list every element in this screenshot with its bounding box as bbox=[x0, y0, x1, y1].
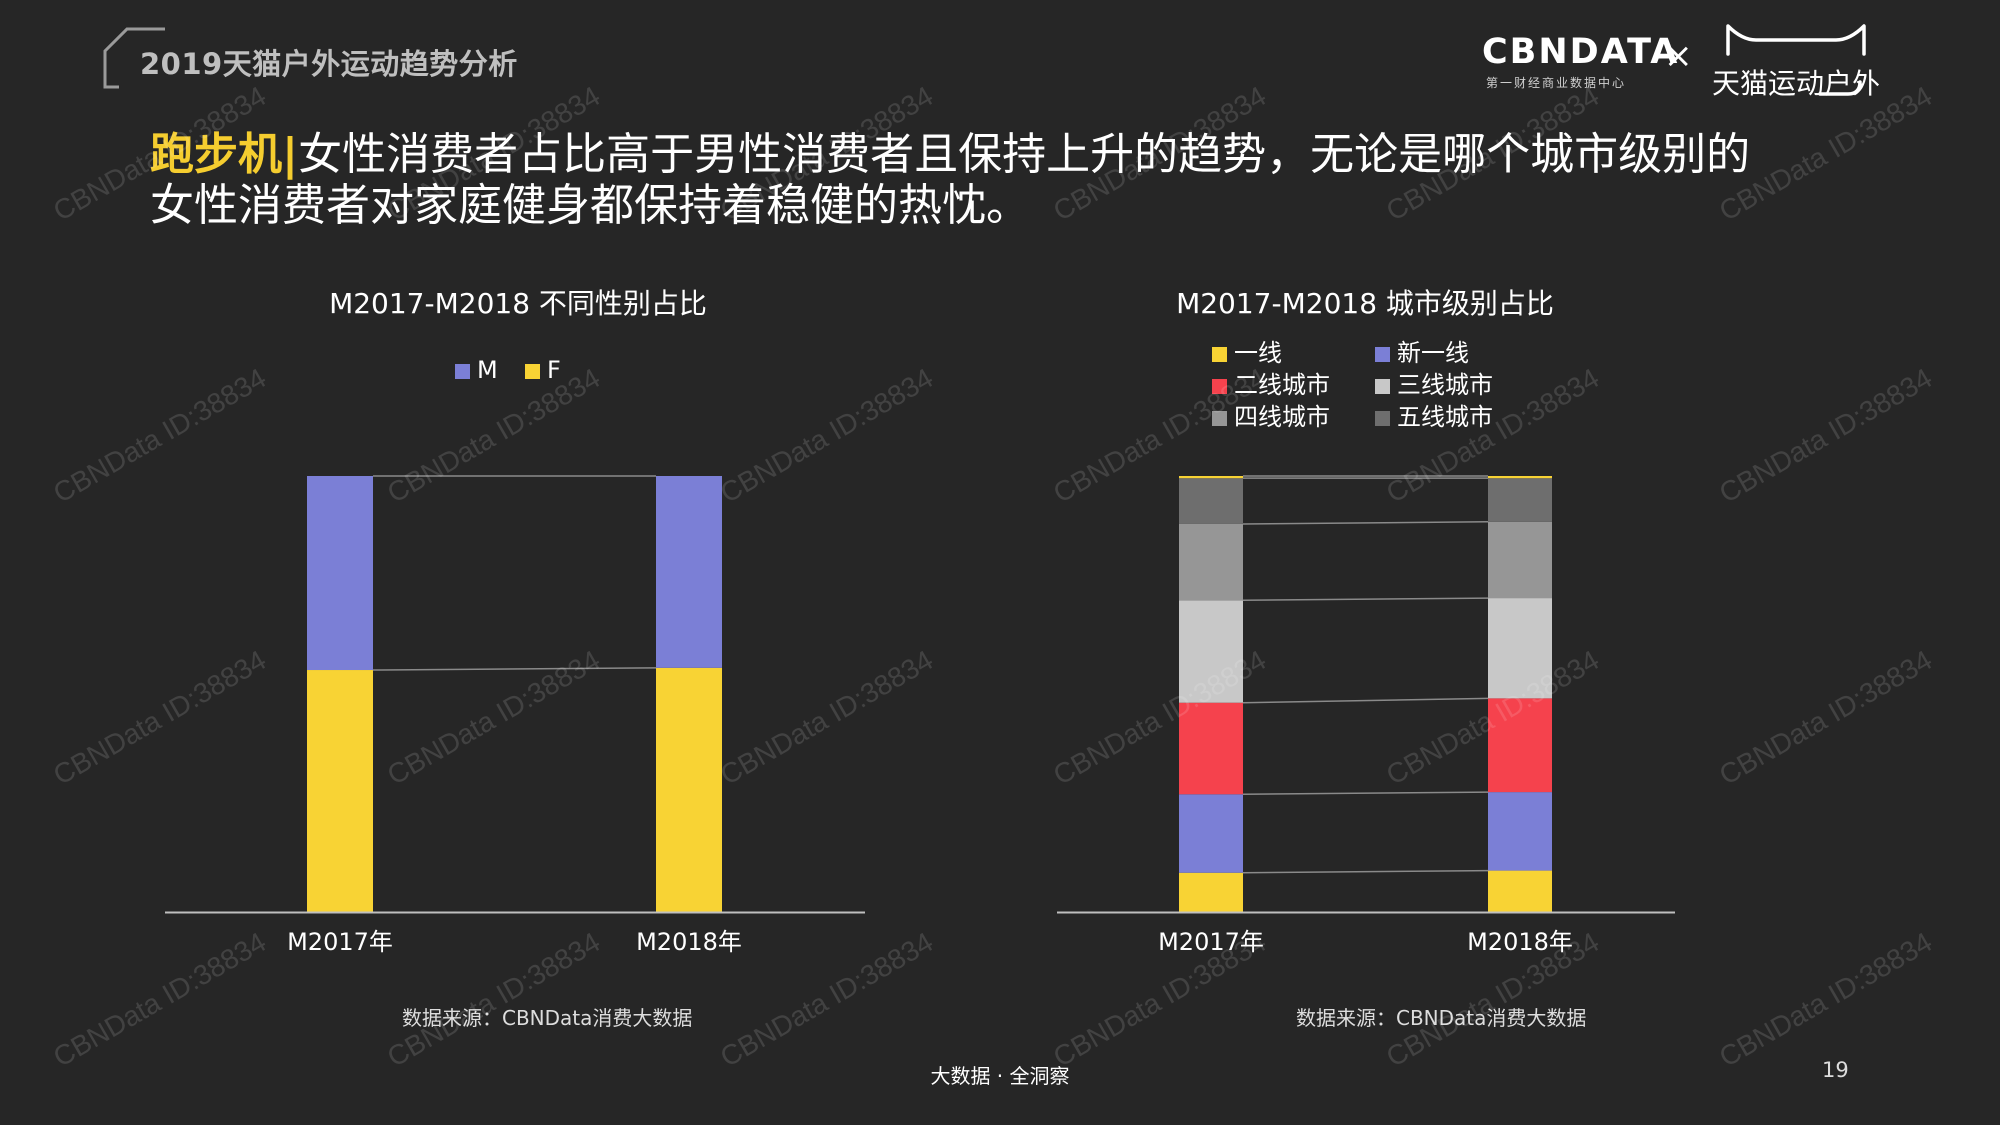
legend-item: 三线城市 bbox=[1375, 370, 1493, 400]
legend-item: 新一线 bbox=[1375, 338, 1469, 368]
bar-segment bbox=[1488, 698, 1552, 793]
tmall-logo-text: 天猫运动户外 bbox=[1712, 67, 1881, 100]
gender-chart-source: 数据来源：CBNData消费大数据 bbox=[402, 1006, 693, 1030]
bar-segment bbox=[1179, 478, 1243, 524]
cbndata-logo: CBNDATA 第一财经商业数据中心 bbox=[1482, 32, 1680, 91]
bar-segment bbox=[1179, 523, 1243, 601]
bar-segment bbox=[1488, 870, 1552, 912]
bar-segment bbox=[1488, 476, 1552, 479]
legend-label: M bbox=[477, 356, 498, 384]
legend-swatch bbox=[1375, 379, 1390, 394]
bar-segment bbox=[307, 670, 373, 912]
bar-segment bbox=[1488, 792, 1552, 871]
chart-0-plot: M2017年 M2018年 bbox=[165, 475, 865, 956]
headline-keyword: 跑步机 bbox=[150, 129, 282, 180]
legend-label: 三线城市 bbox=[1397, 371, 1493, 399]
legend-label: F bbox=[547, 356, 561, 384]
legend-item: F bbox=[525, 355, 561, 385]
connector-line bbox=[1242, 791, 1489, 796]
tmall-logo: 天猫运动户外 bbox=[1708, 18, 1884, 100]
legend-label: 四线城市 bbox=[1234, 403, 1330, 431]
city-tier-chart-source: 数据来源：CBNData消费大数据 bbox=[1296, 1006, 1587, 1030]
bar-segment bbox=[1488, 521, 1552, 599]
legend-swatch bbox=[1212, 411, 1227, 426]
connector-line bbox=[1242, 869, 1489, 874]
gender-chart-title: M2017-M2018 不同性别占比 bbox=[329, 287, 707, 320]
tmall-cat-outline-icon bbox=[1726, 24, 1866, 96]
bar-segment bbox=[1179, 872, 1243, 912]
legend-swatch bbox=[455, 364, 470, 379]
bar-segment bbox=[1488, 478, 1552, 522]
legend-label: 五线城市 bbox=[1397, 403, 1493, 431]
title-bracket-icon bbox=[103, 27, 165, 89]
bar-segment bbox=[307, 476, 373, 671]
bar-segment bbox=[1179, 600, 1243, 703]
cbndata-tagline: 第一财经商业数据中心 bbox=[1486, 76, 1627, 90]
bar-segment bbox=[1179, 702, 1243, 795]
legend-swatch bbox=[1375, 347, 1390, 362]
bar-segment bbox=[1179, 794, 1243, 873]
category-tick-label: M2017年 bbox=[287, 928, 393, 956]
legend-item: 二线城市 bbox=[1212, 370, 1330, 400]
legend-label: 新一线 bbox=[1397, 339, 1469, 367]
connector-line bbox=[1242, 697, 1489, 704]
logo-separator: × bbox=[1664, 36, 1693, 76]
cbndata-wordmark: CBNDATA bbox=[1482, 32, 1680, 72]
legend-label: 二线城市 bbox=[1234, 371, 1330, 399]
bar-segment bbox=[656, 667, 722, 912]
legend-item: 四线城市 bbox=[1212, 402, 1330, 432]
legend-item: 一线 bbox=[1212, 338, 1282, 368]
page-number: 19 bbox=[1822, 1058, 1849, 1082]
bar-segment bbox=[656, 476, 722, 668]
legend-swatch bbox=[1375, 411, 1390, 426]
city-tier-chart-title: M2017-M2018 城市级别占比 bbox=[1176, 287, 1554, 320]
report-title: 2019天猫户外运动趋势分析 bbox=[140, 47, 518, 81]
headline-line1: 女性消费者占比高于男性消费者且保持上升的趋势，无论是哪个城市级别的 bbox=[298, 129, 1751, 180]
category-tick-label: M2018年 bbox=[1467, 928, 1573, 956]
headline: 跑步机|女性消费者占比高于男性消费者且保持上升的趋势，无论是哪个城市级别的 女性… bbox=[150, 129, 1850, 231]
category-tick-label: M2018年 bbox=[636, 928, 742, 956]
bar-segment bbox=[1179, 476, 1243, 479]
connector-line bbox=[1242, 521, 1489, 525]
legend-swatch bbox=[525, 364, 540, 379]
chart-1-plot: M2017年 M2018年 bbox=[1057, 475, 1675, 956]
legend-swatch bbox=[1212, 379, 1227, 394]
connector-line bbox=[1242, 597, 1489, 602]
footer-slogan: 大数据 · 全洞察 bbox=[930, 1064, 1070, 1088]
category-tick-label: M2017年 bbox=[1158, 928, 1264, 956]
bar-segment bbox=[1488, 598, 1552, 699]
headline-separator: | bbox=[282, 129, 299, 180]
connector-line bbox=[372, 667, 657, 671]
headline-line2: 女性消费者对家庭健身都保持着稳健的热忱。 bbox=[150, 180, 1030, 231]
legend-label: 一线 bbox=[1234, 339, 1282, 367]
legend-item: M bbox=[455, 355, 498, 385]
legend-item: 五线城市 bbox=[1375, 402, 1493, 432]
legend-swatch bbox=[1212, 347, 1227, 362]
